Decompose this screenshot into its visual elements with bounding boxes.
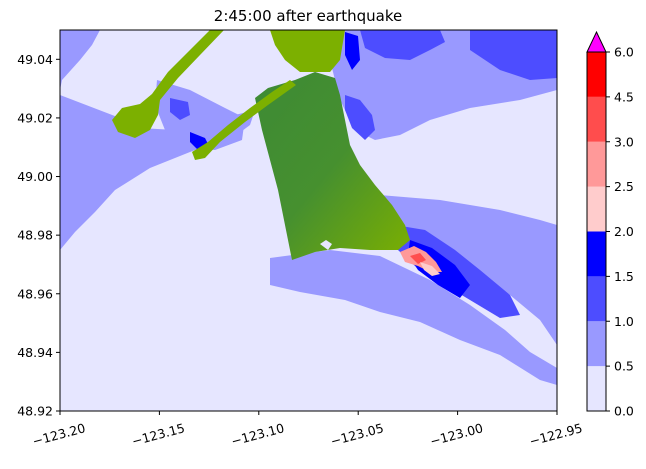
x-tick-label: −123.05 [329,420,385,449]
colorbar-segment [587,186,606,232]
y-axis: 48.92 48.94 48.96 48.98 49.00 49.02 49.04 [17,52,60,419]
land-lagoon [320,240,332,250]
land-spit [112,30,224,138]
chart-title: 2:45:00 after earthquake [214,7,402,25]
colorbar-segment [587,276,606,322]
colorbar-tick-label: 3.0 [614,134,634,149]
colorbar-tick-label: 0.0 [614,404,634,419]
x-tick-label: −123.15 [130,420,186,449]
colorbar-segment [587,52,606,97]
y-tick-label: 48.92 [17,404,53,419]
colorbar-tick-label: 4.5 [614,89,634,104]
x-tick-label: −123.20 [31,420,87,449]
y-tick-label: 48.94 [17,345,53,360]
colorbar: 0.0 0.5 1.0 1.5 2.0 2.5 3.0 4.5 6.0 [586,30,634,419]
flood-zone-1.0-1.5 [170,98,190,120]
flood-zone-2.0-2.5 [420,262,440,276]
flood-zone-1.0-1.5 [360,30,445,60]
colorbar-extend-arrow [586,30,607,53]
colorbar-tick-label: 2.5 [614,179,634,194]
flood-zone-1.0-1.5 [470,30,557,80]
colorbar-segment [587,231,606,277]
colorbar-segment [587,141,606,187]
x-tick-label: −123.00 [428,420,484,449]
y-tick-label: 48.98 [17,228,53,243]
flood-zone-3.0-4.5 [410,253,426,264]
colorbar-segment [587,366,606,411]
flood-zone-1.0-1.5 [345,95,375,140]
y-tick-label: 49.02 [17,110,53,125]
flood-zone-0.5-1.0 [270,250,557,385]
colorbar-segment [587,96,606,142]
land-area [255,72,410,260]
colorbar-tick-label: 0.5 [614,359,634,374]
colorbar-segment [587,321,606,367]
land-jetty [192,80,296,160]
colorbar-tick-label: 6.0 [614,45,634,60]
x-axis: −123.20 −123.15 −123.10 −123.05 −123.00 −122.… [31,411,584,449]
x-tick-label: −122.95 [528,420,584,449]
x-tick-label: −123.10 [230,420,286,449]
colorbar-tick-label: 2.0 [614,224,634,239]
plot-frame [59,29,558,412]
y-tick-label: 48.96 [17,286,53,301]
plot-area [60,30,557,411]
colorbar-tick-label: 1.5 [614,269,634,284]
land-area-light [270,30,345,72]
y-tick-label: 49.04 [17,52,53,67]
flood-zone-1.5-2.0 [345,32,360,70]
colorbar-tick-label: 1.0 [614,314,634,329]
flood-zone-0.5-1.0 [60,30,100,90]
y-tick-label: 49.00 [17,169,53,184]
